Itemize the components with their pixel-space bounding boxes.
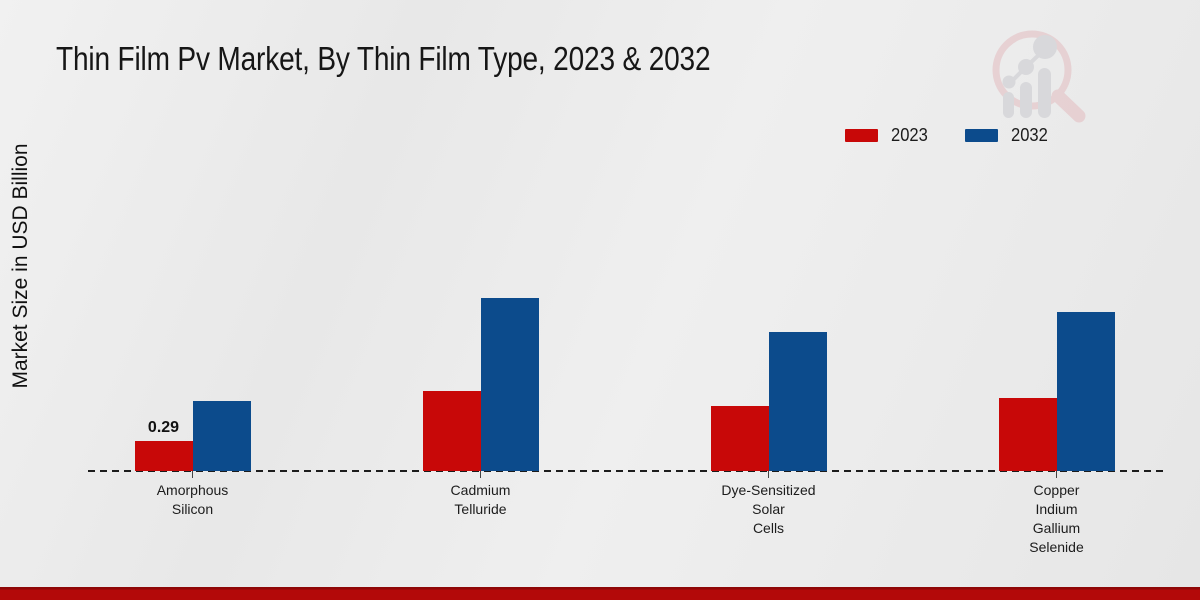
bar-value-label: 0.29 xyxy=(147,419,180,436)
legend-label-2032: 2032 xyxy=(1011,125,1048,145)
category-label-copper-indium-gallium-selenide: Copper Indium Gallium Selenide xyxy=(1029,482,1084,555)
bar-2032-dye-sensitized-solar-cells xyxy=(768,332,827,471)
category-label-amorphous-silicon: Amorphous Silicon xyxy=(156,482,229,517)
axis-tick xyxy=(767,471,770,478)
bar-2023-cadmium-telluride xyxy=(422,391,481,471)
legend-item-2032: 2032 xyxy=(965,125,1051,146)
bar-2032-copper-indium-gallium-selenide xyxy=(1056,312,1115,471)
axis-tick xyxy=(191,471,194,478)
x-axis-baseline xyxy=(88,470,1164,472)
category-label-cadmium-telluride: Cadmium Telluride xyxy=(450,482,511,517)
bar-2032-amorphous-silicon xyxy=(192,401,251,471)
legend-item-2023: 2023 xyxy=(845,125,931,146)
bar-2032-cadmium-telluride xyxy=(480,298,539,471)
legend: 2023 2032 xyxy=(845,125,1051,146)
legend-swatch-2023 xyxy=(845,129,878,142)
category-label-dye-sensitized-solar-cells: Dye-Sensitized Solar Cells xyxy=(721,482,816,536)
bar-2023-dye-sensitized-solar-cells xyxy=(710,406,769,471)
magnifier-chart-logo-icon xyxy=(992,30,1086,123)
axis-tick xyxy=(479,471,482,478)
bar-2023-amorphous-silicon xyxy=(134,441,193,471)
legend-label-2023: 2023 xyxy=(891,125,928,145)
legend-swatch-2032 xyxy=(965,129,999,142)
footer-accent-band xyxy=(0,587,1200,600)
chart-title: Thin Film Pv Market, By Thin Film Type, … xyxy=(56,40,711,77)
bar-2023-copper-indium-gallium-selenide xyxy=(998,398,1057,471)
axis-tick xyxy=(1055,471,1058,478)
